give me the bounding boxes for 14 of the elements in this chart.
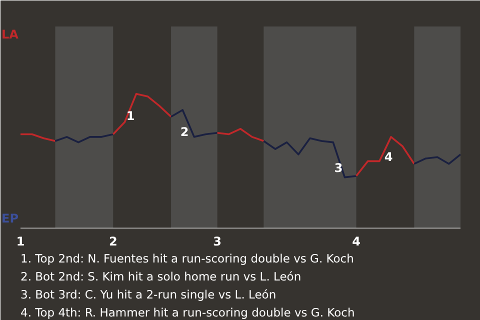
text: 2. Bot 2nd: S. Kim hit a solo home run vs L. León [20,270,302,284]
text: 1. Top 2nd: N. Fuentes hit a run-scoring double vs G. Koch [20,252,354,266]
annotation: 2 [180,125,189,139]
text: 3. Bot 3rd: C. Yu hit a 2-run single vs L. León [20,288,276,302]
x-tick-label: 1 [16,234,25,248]
annotation: 3 [334,161,343,175]
annotation: 4 [384,150,393,164]
x-tick-label: 2 [108,234,118,248]
x-tick-label: 3 [213,234,222,248]
annotation: 1 [126,109,135,123]
text: LA [2,28,20,42]
text: 4. Top 4th: R. Hammer hit a run-scoring double vs G. Koch [20,306,355,320]
x-tick-label: 4 [352,234,360,248]
annotation: EP [2,212,19,226]
